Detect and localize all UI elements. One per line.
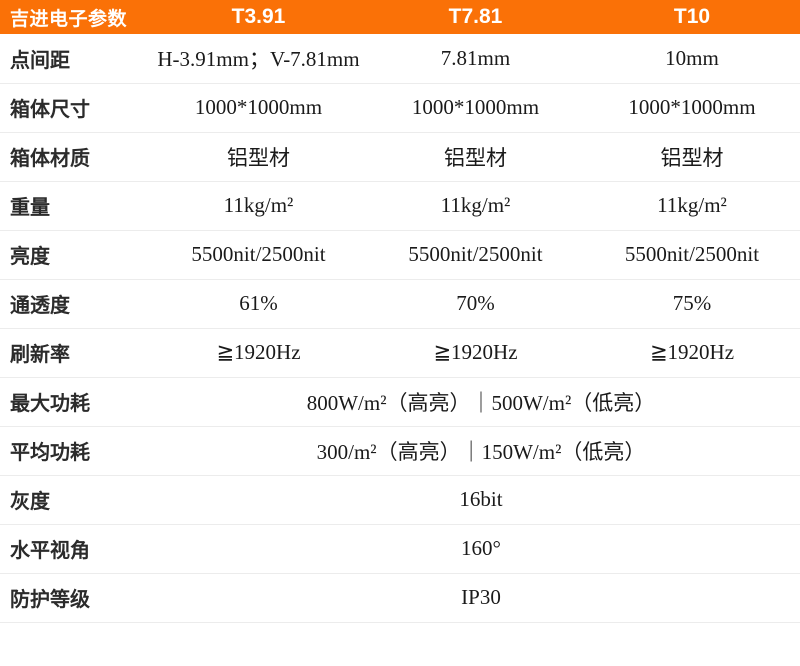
spec-value: 11kg/m² [367, 181, 584, 231]
spec-value: ≧1920Hz [367, 328, 584, 378]
table-row: 箱体材质 铝型材 铝型材 铝型材 [0, 132, 800, 182]
column-header-t7-81: T7.81 [367, 0, 584, 34]
spec-value: 5500nit/2500nit [150, 230, 367, 280]
row-label: 重量 [0, 181, 150, 231]
row-label: 灰度 [0, 475, 150, 525]
spec-value: 75% [584, 279, 800, 329]
row-label: 点间距 [0, 34, 150, 84]
row-label: 通透度 [0, 279, 150, 329]
spec-value: 10mm [584, 34, 800, 84]
row-label: 亮度 [0, 230, 150, 280]
table-header-row: 吉进电子参数 T3.91 T7.81 T10 [0, 0, 800, 34]
table-row: 通透度 61% 70% 75% [0, 279, 800, 329]
row-label: 平均功耗 [0, 426, 150, 476]
spec-value: 铝型材 [584, 132, 800, 182]
spec-value: 1000*1000mm [150, 83, 367, 133]
row-label: 防护等级 [0, 573, 150, 623]
spec-value: 铝型材 [367, 132, 584, 182]
spec-value: ≧1920Hz [150, 328, 367, 378]
row-label: 箱体材质 [0, 132, 150, 182]
table-row: 灰度 16bit [0, 475, 800, 525]
table-row: 点间距 H-3.91mm；V-7.81mm 7.81mm 10mm [0, 34, 800, 84]
table-row: 防护等级 IP30 [0, 573, 800, 623]
spec-value: 7.81mm [367, 34, 584, 84]
spec-value-merged: 16bit [150, 475, 800, 525]
table-row: 亮度 5500nit/2500nit 5500nit/2500nit 5500n… [0, 230, 800, 280]
spec-value: 70% [367, 279, 584, 329]
spec-value: ≧1920Hz [584, 328, 800, 378]
spec-value: H-3.91mm；V-7.81mm [150, 34, 367, 84]
spec-value: 61% [150, 279, 367, 329]
table-row: 水平视角 160° [0, 524, 800, 574]
spec-value: 5500nit/2500nit [584, 230, 800, 280]
spec-value: 1000*1000mm [584, 83, 800, 133]
table-row: 箱体尺寸 1000*1000mm 1000*1000mm 1000*1000mm [0, 83, 800, 133]
spec-value: 1000*1000mm [367, 83, 584, 133]
table-title: 吉进电子参数 [0, 0, 150, 34]
spec-value-merged: IP30 [150, 573, 800, 623]
spec-value: 11kg/m² [584, 181, 800, 231]
table-row: 最大功耗 800W/m²（高亮）｜500W/m²（低亮） [0, 377, 800, 427]
row-label: 刷新率 [0, 328, 150, 378]
table-row: 平均功耗 300/m²（高亮）｜150W/m²（低亮） [0, 426, 800, 476]
table-row: 重量 11kg/m² 11kg/m² 11kg/m² [0, 181, 800, 231]
spec-value-merged: 300/m²（高亮）｜150W/m²（低亮） [150, 426, 800, 476]
spec-value-merged: 160° [150, 524, 800, 574]
row-label: 最大功耗 [0, 377, 150, 427]
table-row: 刷新率 ≧1920Hz ≧1920Hz ≧1920Hz [0, 328, 800, 378]
column-header-t10: T10 [584, 0, 800, 34]
spec-value: 5500nit/2500nit [367, 230, 584, 280]
spec-value: 铝型材 [150, 132, 367, 182]
spec-value: 11kg/m² [150, 181, 367, 231]
row-label: 箱体尺寸 [0, 83, 150, 133]
spec-value-merged: 800W/m²（高亮）｜500W/m²（低亮） [150, 377, 800, 427]
spec-table: 吉进电子参数 T3.91 T7.81 T10 点间距 H-3.91mm；V-7.… [0, 0, 800, 623]
row-label: 水平视角 [0, 524, 150, 574]
column-header-t3-91: T3.91 [150, 0, 367, 34]
